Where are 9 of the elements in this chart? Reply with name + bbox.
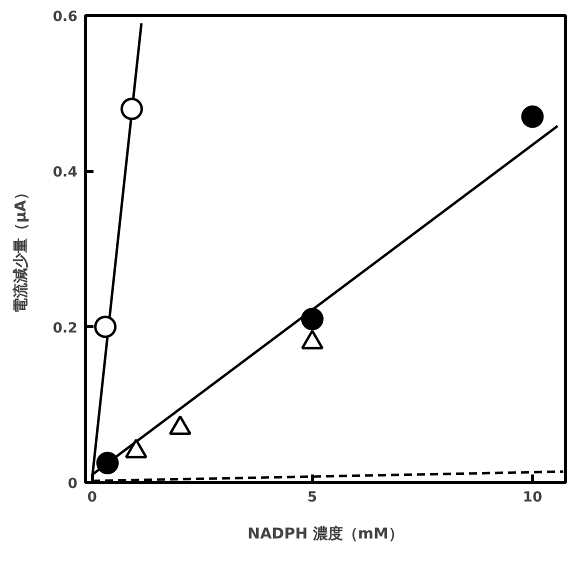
y-axis-title: 電流減少量（μA） <box>12 185 30 313</box>
x-tick-label: 10 <box>522 490 542 506</box>
y-tick-label: 0.6 <box>52 9 78 25</box>
x-axis-title: NADPH 濃度（mM） <box>248 524 404 542</box>
y-tick-label: 0.2 <box>52 320 78 336</box>
y-tick-label: 0.4 <box>52 164 78 181</box>
y-tick-label: 0 <box>68 476 78 492</box>
x-tick-label: 5 <box>307 490 318 506</box>
x-tick-label: 0 <box>87 490 98 506</box>
